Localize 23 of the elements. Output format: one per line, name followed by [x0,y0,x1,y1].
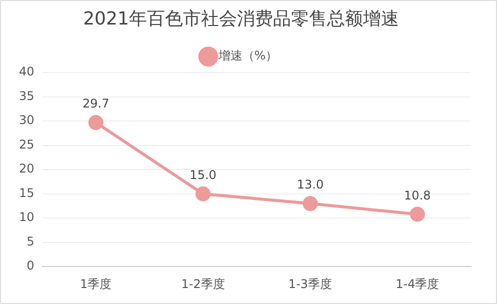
data-label: 10.8 [404,188,431,202]
y-tick-label: 20 [18,162,34,176]
y-tick-label: 10 [18,210,34,224]
y-tick-label: 25 [18,137,34,152]
data-label: 15.0 [190,168,216,182]
data-label: 29.7 [82,96,110,111]
data-label: 13.0 [296,178,324,192]
chart-title: 2021年百色市社会消费品零售总额增速 [83,8,399,30]
x-tick-label: 1-2季度 [181,276,225,291]
point [196,186,211,202]
y-tick-label: 35 [18,88,34,103]
point [410,206,425,222]
y-tick-label: 0 [26,258,34,273]
y-tick-label: 15 [18,186,34,200]
x-tick-label: 1季度 [80,276,112,291]
x-tick-label: 1-4季度 [396,276,440,291]
x-tick-label: 1-3季度 [288,276,332,291]
y-tick-label: 5 [26,234,34,248]
y-tick-label: 40 [18,64,34,79]
y-tick-label: 30 [18,113,34,128]
point [88,115,104,130]
point [302,196,318,212]
legend-label: 增速（%） [217,48,278,63]
